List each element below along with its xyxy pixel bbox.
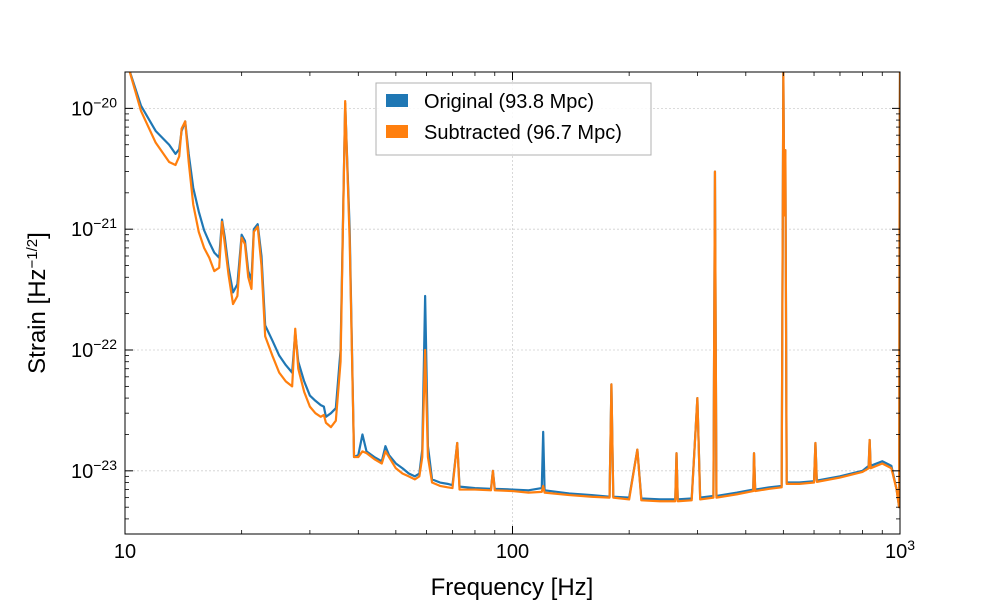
y-tick-label: 10−23 <box>71 457 117 483</box>
y-axis-label-exponent: −1/2 <box>24 239 41 269</box>
y-axis-label-main: Strain [Hz <box>24 268 51 373</box>
legend-label-original: Original (93.8 Mpc) <box>424 91 594 113</box>
legend: Original (93.8 Mpc) Subtracted (96.7 Mpc… <box>375 82 652 156</box>
legend-swatch-subtracted <box>386 125 408 138</box>
legend-box <box>375 82 652 156</box>
legend-swatch-original <box>386 94 408 107</box>
y-tick-label: 10−21 <box>71 215 117 241</box>
y-tick-label: 10−20 <box>71 94 117 120</box>
series-line-subtracted <box>128 72 900 509</box>
axis-ticks: 10 100 103 10−20 10−21 10−22 10−23 <box>71 72 915 563</box>
y-axis-label-close: ] <box>24 232 51 239</box>
y-tick-label: 10−22 <box>71 336 117 362</box>
x-axis-label: Frequency [Hz] <box>431 574 594 600</box>
y-axis-label: Strain [Hz−1/2] <box>24 232 52 374</box>
x-tick-label: 10 <box>114 541 136 563</box>
x-tick-label: 103 <box>885 537 915 563</box>
legend-label-subtracted: Subtracted (96.7 Mpc) <box>424 122 622 144</box>
series-layer <box>128 72 900 509</box>
x-tick-label: 100 <box>496 541 529 563</box>
